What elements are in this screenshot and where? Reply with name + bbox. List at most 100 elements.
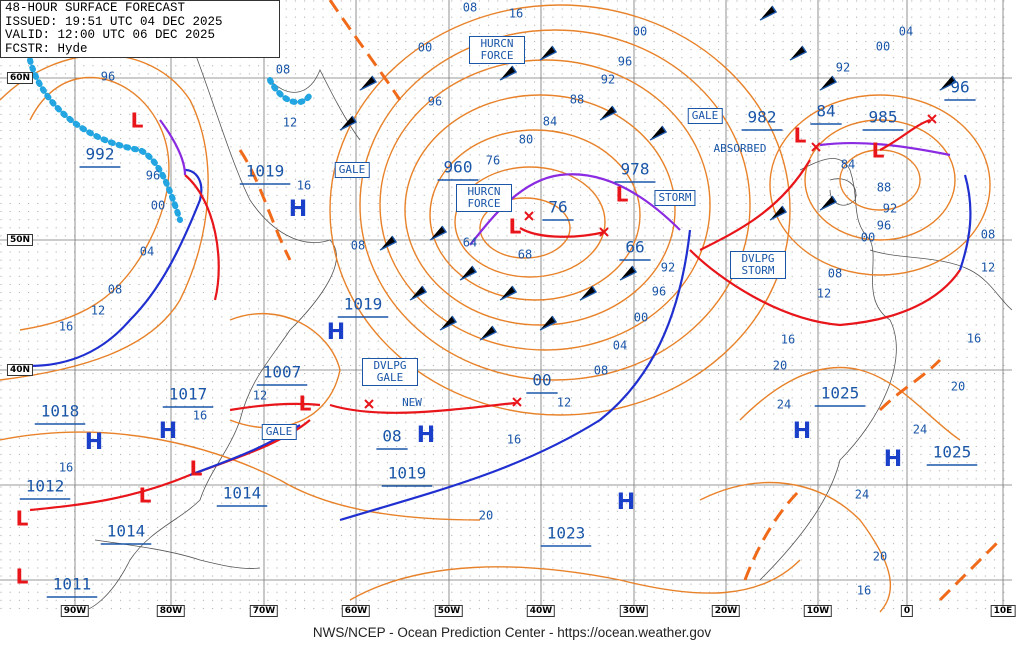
isobar-label: 00 bbox=[151, 199, 165, 213]
wind-barbs bbox=[339, 5, 958, 341]
warning-box: GALE bbox=[687, 108, 723, 124]
isobar-label: 92 bbox=[601, 73, 615, 87]
isobars bbox=[0, 4, 991, 613]
grid-dots bbox=[0, 0, 1012, 612]
high-symbol: H bbox=[289, 197, 307, 222]
isobar-label: 08 bbox=[108, 283, 122, 297]
high-symbol: H bbox=[417, 423, 435, 448]
troughs bbox=[238, 0, 1002, 602]
isobar-label: 20 bbox=[873, 550, 887, 564]
center-pressure: 985 bbox=[869, 108, 898, 127]
header-line: ISSUED: 19:51 UTC 04 DEC 2025 bbox=[5, 14, 223, 29]
fronts bbox=[11, 118, 972, 522]
warning-box: GALE bbox=[261, 424, 297, 440]
graticule bbox=[0, 0, 1012, 612]
high-symbol: H bbox=[617, 490, 635, 515]
center-pressure: 1019 bbox=[388, 464, 427, 483]
low-symbol: L bbox=[616, 183, 629, 207]
center-pressure: 76 bbox=[548, 198, 567, 217]
isobar-label: 76 bbox=[486, 154, 500, 168]
isobar-label: 00 bbox=[418, 41, 432, 55]
lon-label: 10E bbox=[990, 605, 1016, 617]
isobar-label: 08 bbox=[828, 267, 842, 281]
lat-label: 40N bbox=[6, 364, 34, 376]
low-symbol: L bbox=[299, 392, 312, 416]
low-symbol: L bbox=[190, 457, 203, 481]
isobar-label: 08 bbox=[463, 1, 477, 15]
isobar-label: 08 bbox=[351, 239, 365, 253]
isobar-label: 08 bbox=[594, 364, 608, 378]
warning-box: GALE bbox=[334, 162, 370, 178]
low-symbol: L bbox=[16, 565, 29, 589]
center-pressure: 96 bbox=[950, 78, 969, 97]
isobar-label: 20 bbox=[951, 380, 965, 394]
isobar-label: 84 bbox=[543, 115, 557, 129]
isobar-label: 00 bbox=[876, 40, 890, 54]
lon-label: 10W bbox=[803, 605, 833, 617]
lon-label: 40W bbox=[526, 605, 556, 617]
isobar-label: 96 bbox=[618, 55, 632, 69]
center-pressure: 1025 bbox=[821, 384, 860, 403]
center-pressure: 84 bbox=[816, 102, 835, 121]
lon-label: 20W bbox=[711, 605, 741, 617]
high-symbol: H bbox=[159, 419, 177, 444]
center-pressure: 1018 bbox=[41, 402, 80, 421]
warning-box: DVLPG STORM bbox=[730, 251, 786, 279]
isobar-label: 16 bbox=[59, 461, 73, 475]
header-box: 48-HOUR SURFACE FORECAST ISSUED: 19:51 UT… bbox=[0, 0, 280, 58]
isobar-label: 16 bbox=[59, 320, 73, 334]
isobar-label: 08 bbox=[276, 63, 290, 77]
isobar-label: 12 bbox=[981, 261, 995, 275]
isobar-label: 12 bbox=[91, 304, 105, 318]
warning-box: HURCN FORCE bbox=[469, 36, 525, 64]
isobar-label: 12 bbox=[283, 116, 297, 130]
isobar-label: 00 bbox=[633, 25, 647, 39]
isobar-label: 16 bbox=[967, 332, 981, 346]
high-symbol: H bbox=[793, 419, 811, 444]
lon-label: 30W bbox=[619, 605, 649, 617]
isobar-label: 84 bbox=[841, 158, 855, 172]
isobar-label: 96 bbox=[146, 169, 160, 183]
header-line: VALID: 12:00 UTC 06 DEC 2025 bbox=[5, 28, 216, 42]
center-pressure: 1012 bbox=[26, 477, 65, 496]
annotation: NEW bbox=[402, 396, 422, 409]
center-pressure: 1025 bbox=[933, 443, 972, 462]
isobar-label: 96 bbox=[428, 95, 442, 109]
isobar-label: 80 bbox=[519, 133, 533, 147]
warning-box: DVLPG GALE bbox=[362, 358, 418, 386]
low-symbol: L bbox=[131, 109, 144, 133]
lon-label: 50W bbox=[434, 605, 464, 617]
isobar-label: 04 bbox=[899, 25, 913, 39]
isobar-label: 88 bbox=[877, 181, 891, 195]
header-line: FCSTR: Hyde bbox=[5, 41, 88, 56]
center-pressure: 08 bbox=[382, 427, 401, 446]
warning-box: STORM bbox=[654, 190, 696, 206]
high-symbol: H bbox=[327, 320, 345, 345]
isobar-label: 92 bbox=[883, 202, 897, 216]
isobar-label: 00 bbox=[861, 231, 875, 245]
isobar-label: 96 bbox=[101, 70, 115, 84]
header-line: 48-HOUR SURFACE FORECAST bbox=[5, 1, 186, 15]
center-pressure: 1011 bbox=[53, 575, 92, 594]
center-pressure: 1019 bbox=[344, 295, 383, 314]
isobar-label: 20 bbox=[479, 509, 493, 523]
isobar-label: 92 bbox=[836, 61, 850, 75]
footer: NWS/NCEP - Ocean Prediction Center - htt… bbox=[312, 625, 712, 640]
isobar-label: 88 bbox=[570, 93, 584, 107]
center-pressure: 992 bbox=[86, 145, 115, 164]
low-symbol: L bbox=[139, 484, 152, 508]
high-symbol: H bbox=[85, 430, 103, 455]
center-pressure: 1019 bbox=[246, 162, 285, 181]
isobar-label: 04 bbox=[613, 339, 627, 353]
center-pressure: 982 bbox=[748, 108, 777, 127]
low-symbol: L bbox=[509, 215, 522, 239]
lon-label: 80W bbox=[156, 605, 186, 617]
lon-label: 70W bbox=[249, 605, 279, 617]
warning-box: HURCN FORCE bbox=[456, 184, 512, 212]
center-pressure: 66 bbox=[625, 238, 644, 257]
isobar-label: 16 bbox=[193, 409, 207, 423]
lon-label: 0 bbox=[900, 605, 914, 617]
center-pressure: 1017 bbox=[169, 385, 208, 404]
